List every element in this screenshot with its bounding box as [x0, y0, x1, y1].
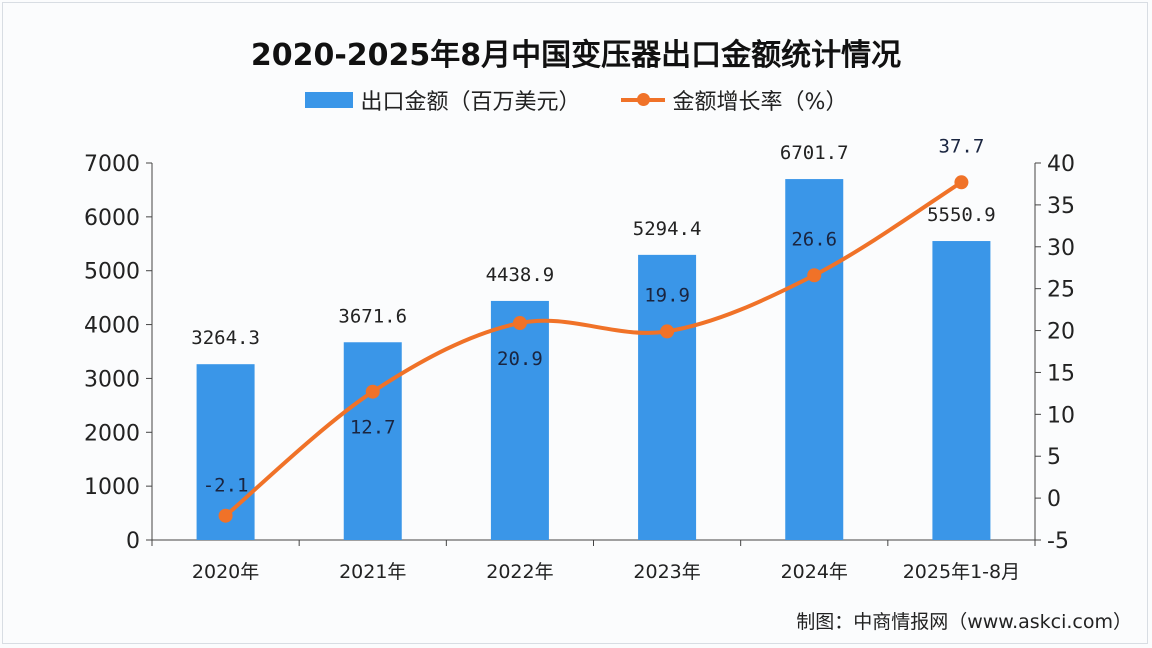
bar	[785, 179, 844, 540]
left-tick-label: 0	[126, 529, 140, 554]
line-value-label: 26.6	[791, 228, 837, 250]
bar-value-label: 3671.6	[338, 305, 407, 327]
left-tick-label: 4000	[84, 314, 140, 339]
bar-value-label: 4438.9	[486, 264, 555, 286]
legend-item-line: 金额增长率（%）	[620, 84, 848, 116]
bar-value-label: 6701.7	[780, 142, 849, 164]
chart-title: 2020-2025年8月中国变压器出口金额统计情况	[250, 38, 902, 73]
source-note: 制图：中商情报网（www.askci.com）	[796, 611, 1132, 633]
line-point	[365, 384, 380, 399]
left-tick-label: 1000	[84, 475, 140, 500]
line-value-label: 20.9	[497, 348, 543, 370]
legend-label-line: 金额增长率（%）	[672, 90, 848, 115]
right-tick-label: 20	[1047, 320, 1075, 345]
right-tick-label: 15	[1047, 361, 1075, 386]
right-tick-label: 0	[1047, 487, 1061, 512]
x-tick-label: 2023年	[633, 561, 700, 583]
bar-value-label: 3264.3	[191, 327, 260, 349]
bar-value-label: 5550.9	[927, 204, 996, 226]
right-tick-label: 10	[1047, 403, 1075, 428]
right-tick-label: 35	[1047, 194, 1075, 219]
legend-item-bar: 出口金额（百万美元）	[304, 84, 581, 116]
left-tick-label: 5000	[84, 260, 140, 285]
bar	[638, 254, 697, 540]
left-tick-label: 3000	[84, 367, 140, 392]
x-tick-label: 2021年	[339, 561, 406, 583]
right-tick-label: -5	[1047, 529, 1069, 554]
bar-value-label: 5294.4	[633, 218, 702, 240]
x-tick-label: 2024年	[781, 561, 848, 583]
bar	[490, 300, 549, 540]
line-point	[660, 324, 675, 339]
x-tick-label: 2025年1-8月	[903, 561, 1020, 583]
line-point	[807, 268, 822, 283]
left-tick-label: 6000	[84, 206, 140, 231]
line-point	[512, 316, 527, 331]
line-value-label: -2.1	[203, 475, 249, 497]
line-value-label: 37.7	[939, 135, 985, 157]
line-point	[218, 508, 233, 523]
left-tick-label: 7000	[84, 152, 140, 177]
legend-swatch-bar	[304, 92, 353, 108]
right-tick-label: 5	[1047, 445, 1061, 470]
line-value-label: 12.7	[350, 417, 396, 439]
x-tick-label: 2022年	[486, 561, 553, 583]
right-tick-label: 30	[1047, 236, 1075, 261]
line-point	[954, 175, 969, 190]
legend-swatch-line	[620, 93, 665, 106]
right-tick-label: 25	[1047, 278, 1075, 303]
right-tick-label: 40	[1047, 152, 1075, 177]
x-tick-label: 2020年	[192, 561, 259, 583]
left-tick-label: 2000	[84, 421, 140, 446]
bar	[343, 342, 402, 540]
legend: 出口金额（百万美元） 金额增长率（%）	[0, 84, 1152, 116]
bar	[932, 241, 991, 541]
legend-label-bar: 出口金额（百万美元）	[360, 90, 581, 115]
growth-line	[224, 180, 963, 518]
line-value-label: 19.9	[644, 284, 690, 306]
